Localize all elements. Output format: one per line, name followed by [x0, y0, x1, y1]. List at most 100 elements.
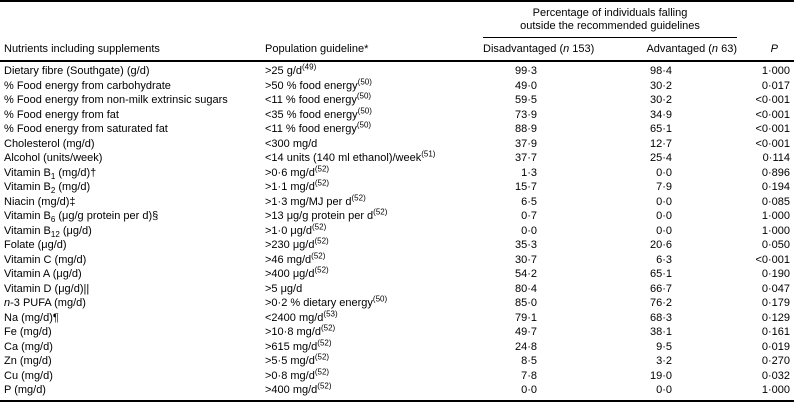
advantaged-value: 0·0 — [656, 210, 672, 223]
advantaged-value: 0·0 — [656, 224, 672, 237]
column-header-disadvantaged: Disadvantaged (n 153) — [483, 43, 595, 55]
advantaged-value: 30·2 — [649, 79, 672, 92]
population-guideline: >400 μg/d(52) — [265, 265, 329, 281]
nutrient-name: Vitamin D (μg/d)|| — [4, 282, 90, 295]
group-header-line1: Percentage of individuals falling — [532, 7, 688, 19]
advantaged-value: 68·3 — [649, 311, 672, 324]
group-header: Percentage of individuals falling outsid… — [483, 7, 737, 38]
p-value: 0·114 — [762, 152, 790, 165]
advantaged-value: 38·1 — [649, 326, 672, 339]
population-guideline: >5 μg/d — [265, 282, 303, 295]
nutrient-name: Ca (mg/d) — [4, 340, 53, 353]
disadvantaged-value: 6·5 — [521, 195, 537, 208]
nutrient-name: % Food energy from saturated fat — [4, 123, 168, 136]
p-value: 1·000 — [761, 384, 790, 397]
p-value: 1·000 — [761, 210, 790, 223]
column-header-p: P — [770, 43, 778, 55]
table-row: Vitamin B6 (μg/g protein per d)§ >13 μg/g… — [0, 208, 794, 225]
table-body: Dietary fibre (Southgate) (g/d) >25 g/d(4… — [0, 62, 794, 402]
disadvantaged-value: 73·9 — [514, 108, 537, 121]
disadvantaged-value: 1·3 — [521, 166, 537, 179]
advantaged-value: 34·9 — [649, 108, 672, 121]
population-guideline: >1·3 mg/MJ per d(52) — [265, 193, 366, 208]
population-guideline: <300 mg/d — [265, 137, 318, 150]
advantaged-value: 30·2 — [649, 94, 672, 107]
disadvantaged-value: 0·0 — [521, 384, 537, 397]
disadvantaged-value: 8·5 — [521, 355, 537, 368]
p-value: <0·001 — [755, 108, 790, 121]
nutrient-name: P (mg/d) — [4, 384, 46, 397]
advantaged-value: 25·4 — [649, 152, 672, 165]
table-row: Cu (mg/d) >0·8 mg/d(52) 7·8 19·0 0·032 — [0, 367, 794, 384]
advantaged-value: 0·0 — [656, 195, 672, 208]
table-row: Alcohol (units/week) <14 units (140 ml et… — [0, 150, 794, 166]
column-header-guideline: Population guideline* — [265, 43, 369, 55]
disadvantaged-value: 59·5 — [514, 94, 537, 107]
disadvantaged-value: 37·9 — [514, 137, 537, 150]
disadvantaged-value: 30·7 — [514, 253, 537, 266]
p-value: 0·270 — [761, 355, 790, 368]
nutrient-name: Vitamin B6 (μg/g protein per d)§ — [4, 210, 159, 225]
table-row: % Food energy from carbohydrate >50 % foo… — [0, 77, 794, 94]
p-value: 0·085 — [761, 195, 790, 208]
nutrient-name: % Food energy from fat — [4, 108, 119, 121]
population-guideline: <11 % food energy(50) — [265, 91, 372, 107]
table-row: Folate (μg/d) >230 μg/d(52) 35·3 20·6 0·050 — [0, 237, 794, 253]
nutrient-name: Cu (mg/d) — [4, 369, 53, 382]
nutrient-name: Zn (mg/d) — [4, 355, 52, 368]
table-row: Fe (mg/d) >10·8 mg/d(52) 49·7 38·1 0·161 — [0, 324, 794, 340]
disadvantaged-value: 80·4 — [514, 282, 537, 295]
disadvantaged-value: 15·7 — [514, 181, 537, 194]
p-value: 0·179 — [761, 297, 790, 310]
table-row: Vitamin D (μg/d)|| >5 μg/d 80·4 66·7 0·047 — [0, 282, 794, 297]
table-row: n-3 PUFA (mg/d) >0·2 % dietary energy(50)… — [0, 294, 794, 311]
advantaged-value: 66·7 — [649, 282, 672, 295]
table-row: Vitamin C (mg/d) >46 mg/d(52) 30·7 6·3 <0·00… — [0, 252, 794, 268]
population-guideline: >1·1 mg/d(52) — [265, 178, 330, 194]
population-guideline: <35 % food energy(50) — [265, 106, 372, 121]
population-guideline: >0·2 % dietary energy(50) — [265, 294, 388, 310]
p-value: 1·000 — [761, 65, 790, 78]
advantaged-value: 76·2 — [649, 297, 672, 310]
p-value: 0·896 — [761, 166, 790, 179]
nutrient-name: Vitamin B1 (mg/d)† — [4, 166, 97, 181]
disadvantaged-value: 85·0 — [514, 297, 537, 310]
advantaged-value: 3·2 — [656, 355, 672, 368]
table-row: Zn (mg/d) >5·5 mg/d(52) 8·5 3·2 0·270 — [0, 353, 794, 369]
p-value: 0·190 — [761, 268, 790, 281]
population-guideline: >0·6 mg/d(52) — [265, 164, 330, 179]
nutrient-name: Dietary fibre (Southgate) (g/d) — [4, 65, 150, 78]
p-value: <0·001 — [755, 123, 790, 136]
p-value: 0·032 — [761, 369, 790, 382]
advantaged-value: 98·4 — [649, 65, 672, 78]
p-value: <0·001 — [755, 137, 790, 150]
disadvantaged-value: 54·2 — [514, 268, 537, 281]
disadvantaged-value: 7·8 — [521, 369, 537, 382]
p-value: 0·019 — [761, 340, 790, 353]
advantaged-value: 0·0 — [656, 384, 672, 397]
disadvantaged-value: 24·8 — [514, 340, 537, 353]
group-header-line2: outside the recommended guidelines — [520, 20, 700, 32]
table-row: Vitamin B1 (mg/d)† >0·6 mg/d(52) 1·3 0·0 0·8… — [0, 164, 794, 181]
table-row: Cholesterol (mg/d) <300 mg/d 37·9 12·7 <0·00… — [0, 137, 794, 152]
advantaged-value: 6·3 — [656, 253, 672, 266]
advantaged-value: 9·5 — [656, 340, 672, 353]
disadvantaged-value: 0·0 — [521, 224, 537, 237]
column-header-row: Nutrients including supplements Populati… — [0, 38, 794, 62]
group-header-row: Percentage of individuals falling outsid… — [0, 2, 794, 38]
nutrient-name: Fe (mg/d) — [4, 326, 52, 339]
table-row: Na (mg/d)¶ <2400 mg/d(53) 79·1 68·3 0·129 — [0, 310, 794, 326]
p-value: 0·017 — [761, 79, 790, 92]
table-row: P (mg/d) >400 mg/d(52) 0·0 0·0 1·000 — [0, 382, 794, 398]
population-guideline: >25 g/d(49) — [265, 62, 317, 78]
population-guideline: >0·8 mg/d(52) — [265, 367, 330, 382]
p-value: 0·161 — [761, 326, 790, 339]
population-guideline: >50 % food energy(50) — [265, 77, 372, 92]
p-value: 0·129 — [761, 311, 790, 324]
advantaged-value: 12·7 — [649, 137, 672, 150]
p-value: 0·050 — [761, 239, 790, 252]
column-header-advantaged: Advantaged (n 63) — [646, 43, 737, 55]
advantaged-value: 7·9 — [656, 181, 672, 194]
nutrient-name: Na (mg/d)¶ — [4, 311, 59, 324]
